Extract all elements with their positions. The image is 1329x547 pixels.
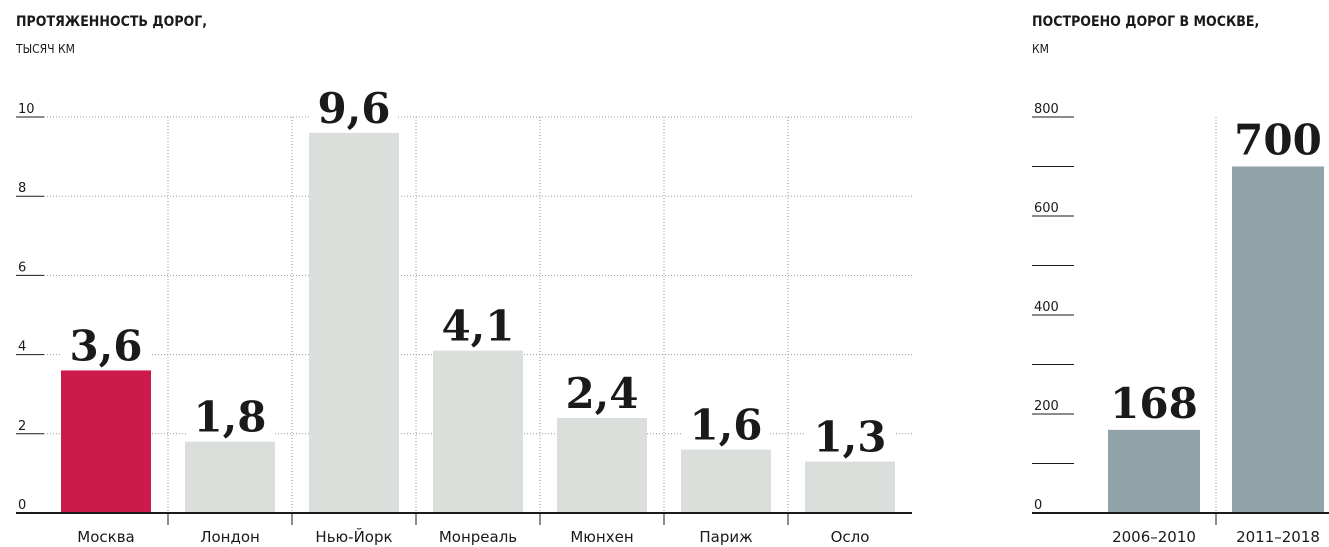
y-tick-label: 0 (18, 498, 26, 513)
value-label-background (186, 395, 274, 438)
value-label: 4,1 (441, 302, 514, 351)
y-tick-label: 6 (18, 260, 26, 275)
category-label: Монреаль (439, 528, 517, 546)
value-label-background (682, 403, 770, 446)
category-label: Мюнхен (570, 528, 633, 546)
value-label-background (1108, 381, 1200, 424)
y-tick-label: 200 (1034, 399, 1059, 414)
bar (185, 441, 275, 513)
value-label-background (310, 86, 398, 129)
value-label: 3,6 (69, 321, 142, 370)
category-label: Париж (699, 528, 752, 546)
category-label: 2006–2010 (1112, 528, 1196, 546)
bar (61, 370, 151, 513)
y-tick-label: 0 (1034, 498, 1042, 513)
y-tick-label: 4 (18, 340, 26, 355)
y-tick-label: 2 (18, 419, 26, 434)
category-label: Осло (831, 528, 870, 546)
chart1-subtitle: ТЫСЯЧ КМ (16, 42, 75, 56)
y-tick-label: 8 (18, 181, 26, 196)
value-label: 1,3 (813, 413, 886, 462)
value-label: 9,6 (317, 84, 390, 133)
category-label: 2011–2018 (1236, 528, 1320, 546)
value-label: 168 (1110, 379, 1198, 428)
category-label: Москва (77, 528, 134, 546)
chart2-title: ПОСТРОЕНО ДОРОГ В МОСКВЕ, (1032, 14, 1260, 30)
chart2-subtitle: КМ (1032, 42, 1049, 56)
value-label-background (1232, 118, 1324, 161)
value-label-background (806, 415, 894, 458)
bar (805, 461, 895, 513)
value-label: 700 (1234, 116, 1322, 165)
y-tick-label: 600 (1034, 201, 1059, 216)
value-label: 2,4 (565, 369, 638, 418)
bar (1108, 429, 1200, 513)
y-tick-label: 10 (18, 102, 35, 117)
category-label: Нью-Йорк (315, 527, 392, 546)
bar (309, 132, 399, 513)
value-label-background (62, 324, 150, 367)
y-tick-label: 400 (1034, 300, 1059, 315)
category-label: Лондон (200, 528, 260, 546)
y-tick-label: 800 (1034, 102, 1059, 117)
value-label-background (558, 371, 646, 414)
chart1-title: ПРОТЯЖЕННОСТЬ ДОРОГ, (16, 14, 208, 30)
value-label: 1,8 (193, 393, 266, 442)
bar (1232, 166, 1324, 513)
value-label: 1,6 (689, 401, 762, 450)
value-label-background (434, 304, 522, 347)
bar (557, 417, 647, 513)
bar (433, 350, 523, 513)
bar (681, 449, 771, 513)
